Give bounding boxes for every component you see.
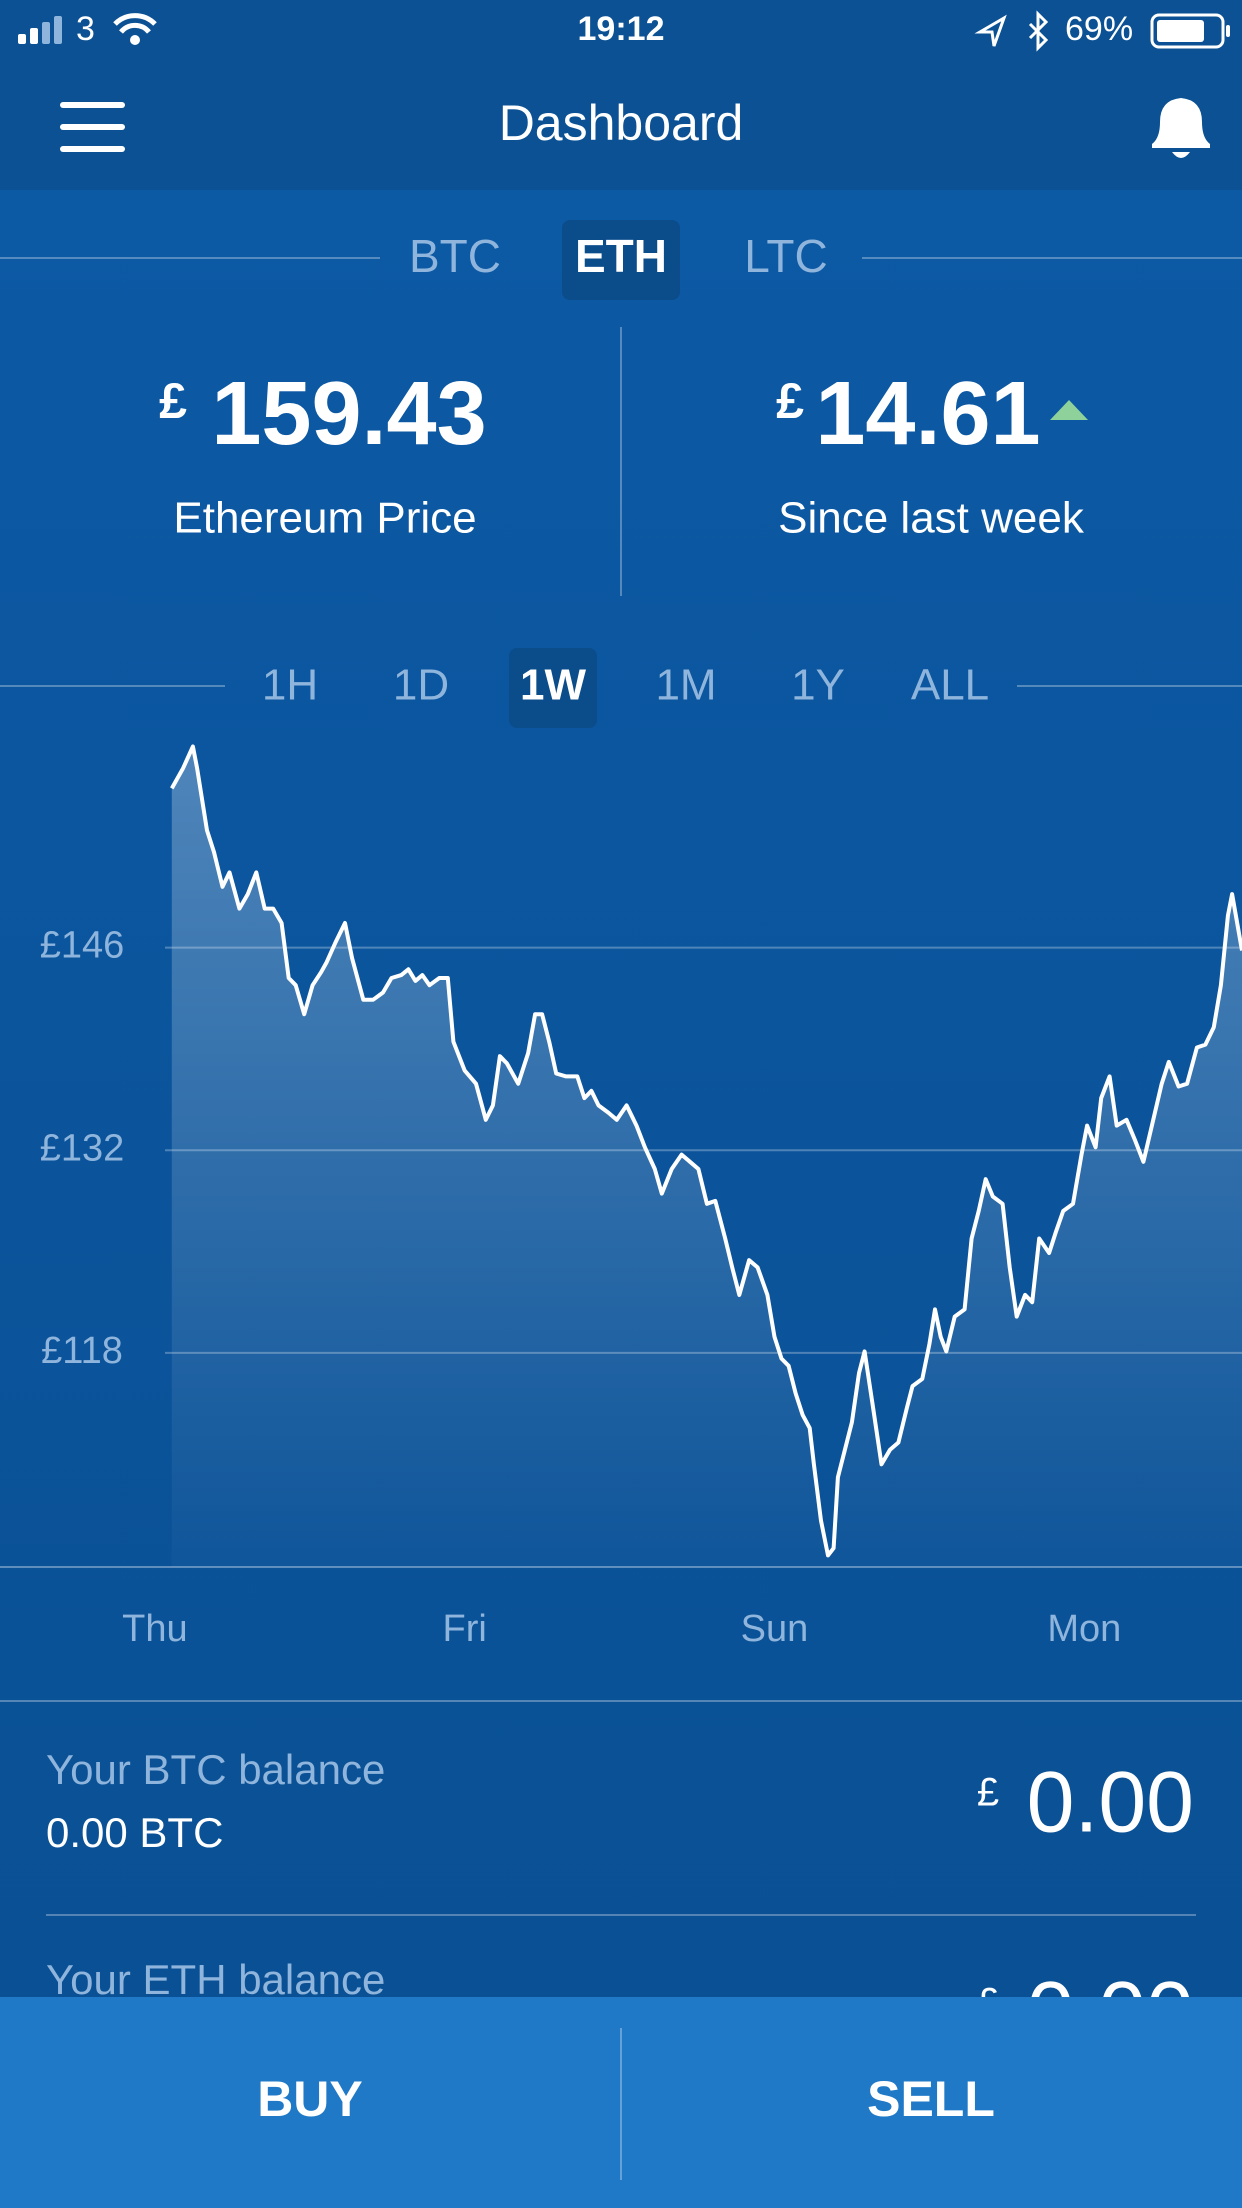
action-bar — [0, 1997, 1242, 2208]
battery-level — [1157, 20, 1204, 42]
balance-currency: £ — [977, 1771, 999, 1815]
sell-label: SELL — [867, 2071, 995, 2127]
price-area — [171, 746, 1242, 1567]
y-tick-label: £146 — [40, 925, 125, 967]
balance-label: Your BTC balance — [46, 1746, 385, 1793]
y-tick-label: £118 — [41, 1330, 123, 1372]
menu-line — [60, 102, 125, 108]
x-tick-label: Thu — [122, 1608, 187, 1650]
battery-tip — [1226, 25, 1230, 37]
change-currency: £ — [776, 373, 804, 429]
currency-tab[interactable]: ETH — [575, 230, 667, 282]
range-tabs: 1H 1D 1W 1M 1Y ALL — [0, 648, 1242, 728]
range-tab[interactable]: 1H — [262, 661, 318, 710]
x-tick-label: Sun — [741, 1608, 809, 1650]
bluetooth-icon — [1028, 10, 1049, 52]
balance-value: 0.00 — [1027, 1755, 1194, 1851]
range-tab[interactable]: 1M — [655, 661, 716, 710]
status-bar: 3 19:12 69% — [18, 10, 1230, 52]
location-icon — [974, 14, 1007, 47]
y-tick-label: £132 — [40, 1127, 125, 1169]
wifi-icon — [130, 35, 140, 45]
price-label: Ethereum Price — [173, 494, 476, 543]
menu-line — [60, 124, 125, 130]
battery-icon — [1150, 13, 1225, 49]
currency-tab[interactable]: BTC — [409, 230, 501, 282]
up-indicator — [1050, 400, 1088, 420]
menu-button[interactable] — [60, 102, 125, 152]
wifi-icon — [113, 13, 157, 34]
range-tab[interactable]: 1D — [393, 661, 449, 710]
signal-bar — [30, 28, 38, 44]
range-tab[interactable]: ALL — [911, 661, 989, 710]
currency-tab[interactable]: LTC — [744, 230, 828, 282]
notification-bell[interactable] — [1152, 98, 1210, 158]
price-value: 159.43 — [211, 364, 486, 464]
currency-tabs: BTC ETH LTC — [0, 220, 1242, 300]
balance-label: Your ETH balance — [46, 1956, 385, 2003]
clock: 19:12 — [578, 10, 665, 48]
battery-percent: 69% — [1065, 10, 1133, 48]
price-chart: £118 £132 £146 Thu Fri Sun Mon — [0, 744, 1242, 1650]
price-line — [170, 744, 1242, 1558]
change-value: 14.61 — [815, 364, 1040, 464]
signal-bar — [54, 16, 62, 44]
buy-label: BUY — [257, 2071, 363, 2127]
header-title: Dashboard — [499, 95, 744, 151]
active-tab-bg — [562, 220, 680, 300]
balance-amount: 0.00 BTC — [46, 1809, 223, 1856]
price-currency: £ — [159, 373, 187, 429]
x-tick-label: Mon — [1047, 1608, 1121, 1650]
x-tick-label: Fri — [443, 1608, 487, 1650]
active-tab-bg — [509, 648, 597, 728]
carrier: 3 — [76, 10, 95, 48]
signal-bar — [42, 22, 50, 44]
range-tab[interactable]: 1W — [520, 661, 586, 710]
change-label: Since last week — [778, 494, 1085, 543]
range-tab[interactable]: 1Y — [791, 661, 845, 710]
menu-line — [60, 146, 125, 152]
signal-bar — [18, 34, 26, 44]
